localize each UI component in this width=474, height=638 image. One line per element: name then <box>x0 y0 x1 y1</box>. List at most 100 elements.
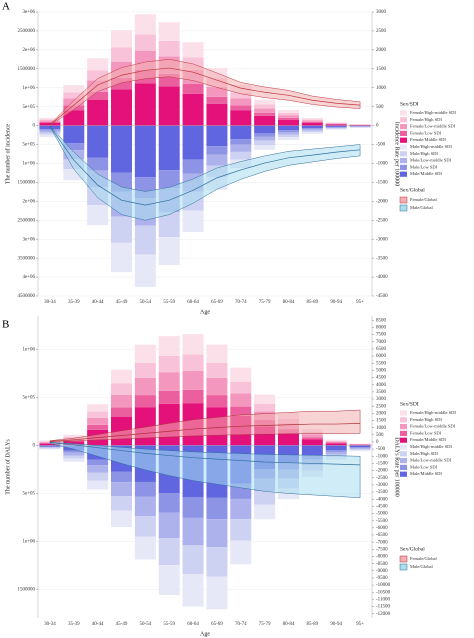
bar <box>158 355 180 373</box>
bar <box>254 491 276 505</box>
x-tick-label: 80-84 <box>283 300 295 305</box>
bar <box>230 144 252 152</box>
x-tick-label: 45-49 <box>116 622 128 627</box>
y2-tick-label: -11500 <box>376 605 390 610</box>
legend-text: Female/High-middle SDI <box>410 110 456 115</box>
legend-key <box>400 110 407 116</box>
bar <box>182 125 204 160</box>
bar <box>325 128 347 129</box>
y2-tick-label: 2000 <box>376 48 387 53</box>
bar <box>230 540 252 565</box>
bar <box>206 96 228 104</box>
bar <box>278 137 299 140</box>
bar <box>134 125 156 178</box>
bar <box>39 129 61 131</box>
legend-text: Male/Low-middle SDI <box>410 158 452 163</box>
bar <box>349 445 371 448</box>
bar <box>158 493 180 513</box>
legend-key <box>400 171 407 177</box>
bar <box>254 112 276 116</box>
y2-tick-label: -500 <box>376 447 386 452</box>
y2-tick-label: -12000 <box>376 612 391 617</box>
x-tick-label: 35-39 <box>68 300 80 305</box>
bar <box>87 205 109 226</box>
legend-key <box>400 124 407 130</box>
bar <box>230 498 252 520</box>
bar <box>230 125 252 140</box>
y2-tick-label: 4000 <box>376 383 387 388</box>
bar <box>206 125 228 147</box>
bar <box>63 85 85 93</box>
bar <box>206 547 228 577</box>
bar <box>254 104 276 109</box>
legend-key <box>400 130 407 136</box>
bar <box>87 125 109 158</box>
legend-key <box>400 458 407 464</box>
y2-tick-label: -7000 <box>376 540 388 545</box>
bar <box>39 445 61 447</box>
y-tick-label: 5e+05 <box>22 143 35 148</box>
bar <box>182 210 204 233</box>
bar <box>182 497 204 518</box>
bar <box>87 480 109 490</box>
y2-tick-label: 5500 <box>376 361 387 366</box>
bar <box>325 124 347 126</box>
bar <box>111 496 132 511</box>
bar <box>39 134 61 137</box>
bar <box>254 133 276 137</box>
bar <box>87 91 109 101</box>
bar <box>111 369 132 384</box>
bar <box>254 403 276 412</box>
x-tick-label: 30-34 <box>44 300 56 305</box>
bar <box>206 154 228 166</box>
bar <box>325 442 347 444</box>
y2-tick-label: 0 <box>376 440 379 445</box>
y2-tick-label: -4000 <box>376 275 388 280</box>
x-tick-label: 95+ <box>356 622 364 627</box>
confidence-band <box>49 59 361 126</box>
legend-text: Female/Low SDI <box>410 130 442 135</box>
legend-key <box>400 437 407 443</box>
y-tick-label: 5e+05 <box>22 105 35 110</box>
legend-text: Male/Middle SDI <box>410 171 442 176</box>
bar <box>63 450 85 453</box>
y2-tick-label: 6000 <box>376 354 387 359</box>
bar <box>206 87 228 97</box>
bar <box>87 417 109 425</box>
y2-tick-label: -3000 <box>376 237 388 242</box>
bar <box>111 482 132 497</box>
bar <box>349 448 371 451</box>
legend-text: Male/Global <box>410 564 433 569</box>
legend-text: Female/Middle SDI <box>410 437 446 442</box>
y2-tick-label: -4500 <box>376 505 388 510</box>
bar <box>325 441 347 443</box>
bar <box>206 344 228 363</box>
legend-text: Female/High SDI <box>410 117 442 122</box>
y-axis-title: The number of DALYs <box>4 439 11 495</box>
legend-text: Male/High SDI <box>410 151 438 156</box>
y-tick-label: 1500000 <box>18 181 36 186</box>
y-tick-label: 1e+06 <box>22 86 35 91</box>
y2-tick-label: -1500 <box>376 462 388 467</box>
x-tick-label: 50-54 <box>140 622 152 627</box>
bar <box>182 574 204 607</box>
bar <box>230 92 252 99</box>
x-tick-label: 70-74 <box>235 300 247 305</box>
bar <box>325 122 347 123</box>
y-tick-label: 1e+06 <box>22 348 35 353</box>
bar <box>158 86 180 126</box>
bar <box>301 121 323 123</box>
bar <box>230 98 252 106</box>
bar <box>39 119 61 121</box>
legend-key <box>400 164 407 170</box>
bar <box>301 130 323 133</box>
bar <box>325 125 347 127</box>
y-tick-label: 5e+05 <box>22 492 35 497</box>
legend-key <box>400 417 407 423</box>
legend-text: Female/Global <box>410 556 437 561</box>
bar <box>278 433 299 446</box>
y-tick-label: 0 <box>33 124 36 129</box>
y-tick-label: 1500000 <box>18 67 36 72</box>
y2-tick-label: -8000 <box>376 555 388 560</box>
y-tick-label: 3e+06 <box>22 10 35 15</box>
